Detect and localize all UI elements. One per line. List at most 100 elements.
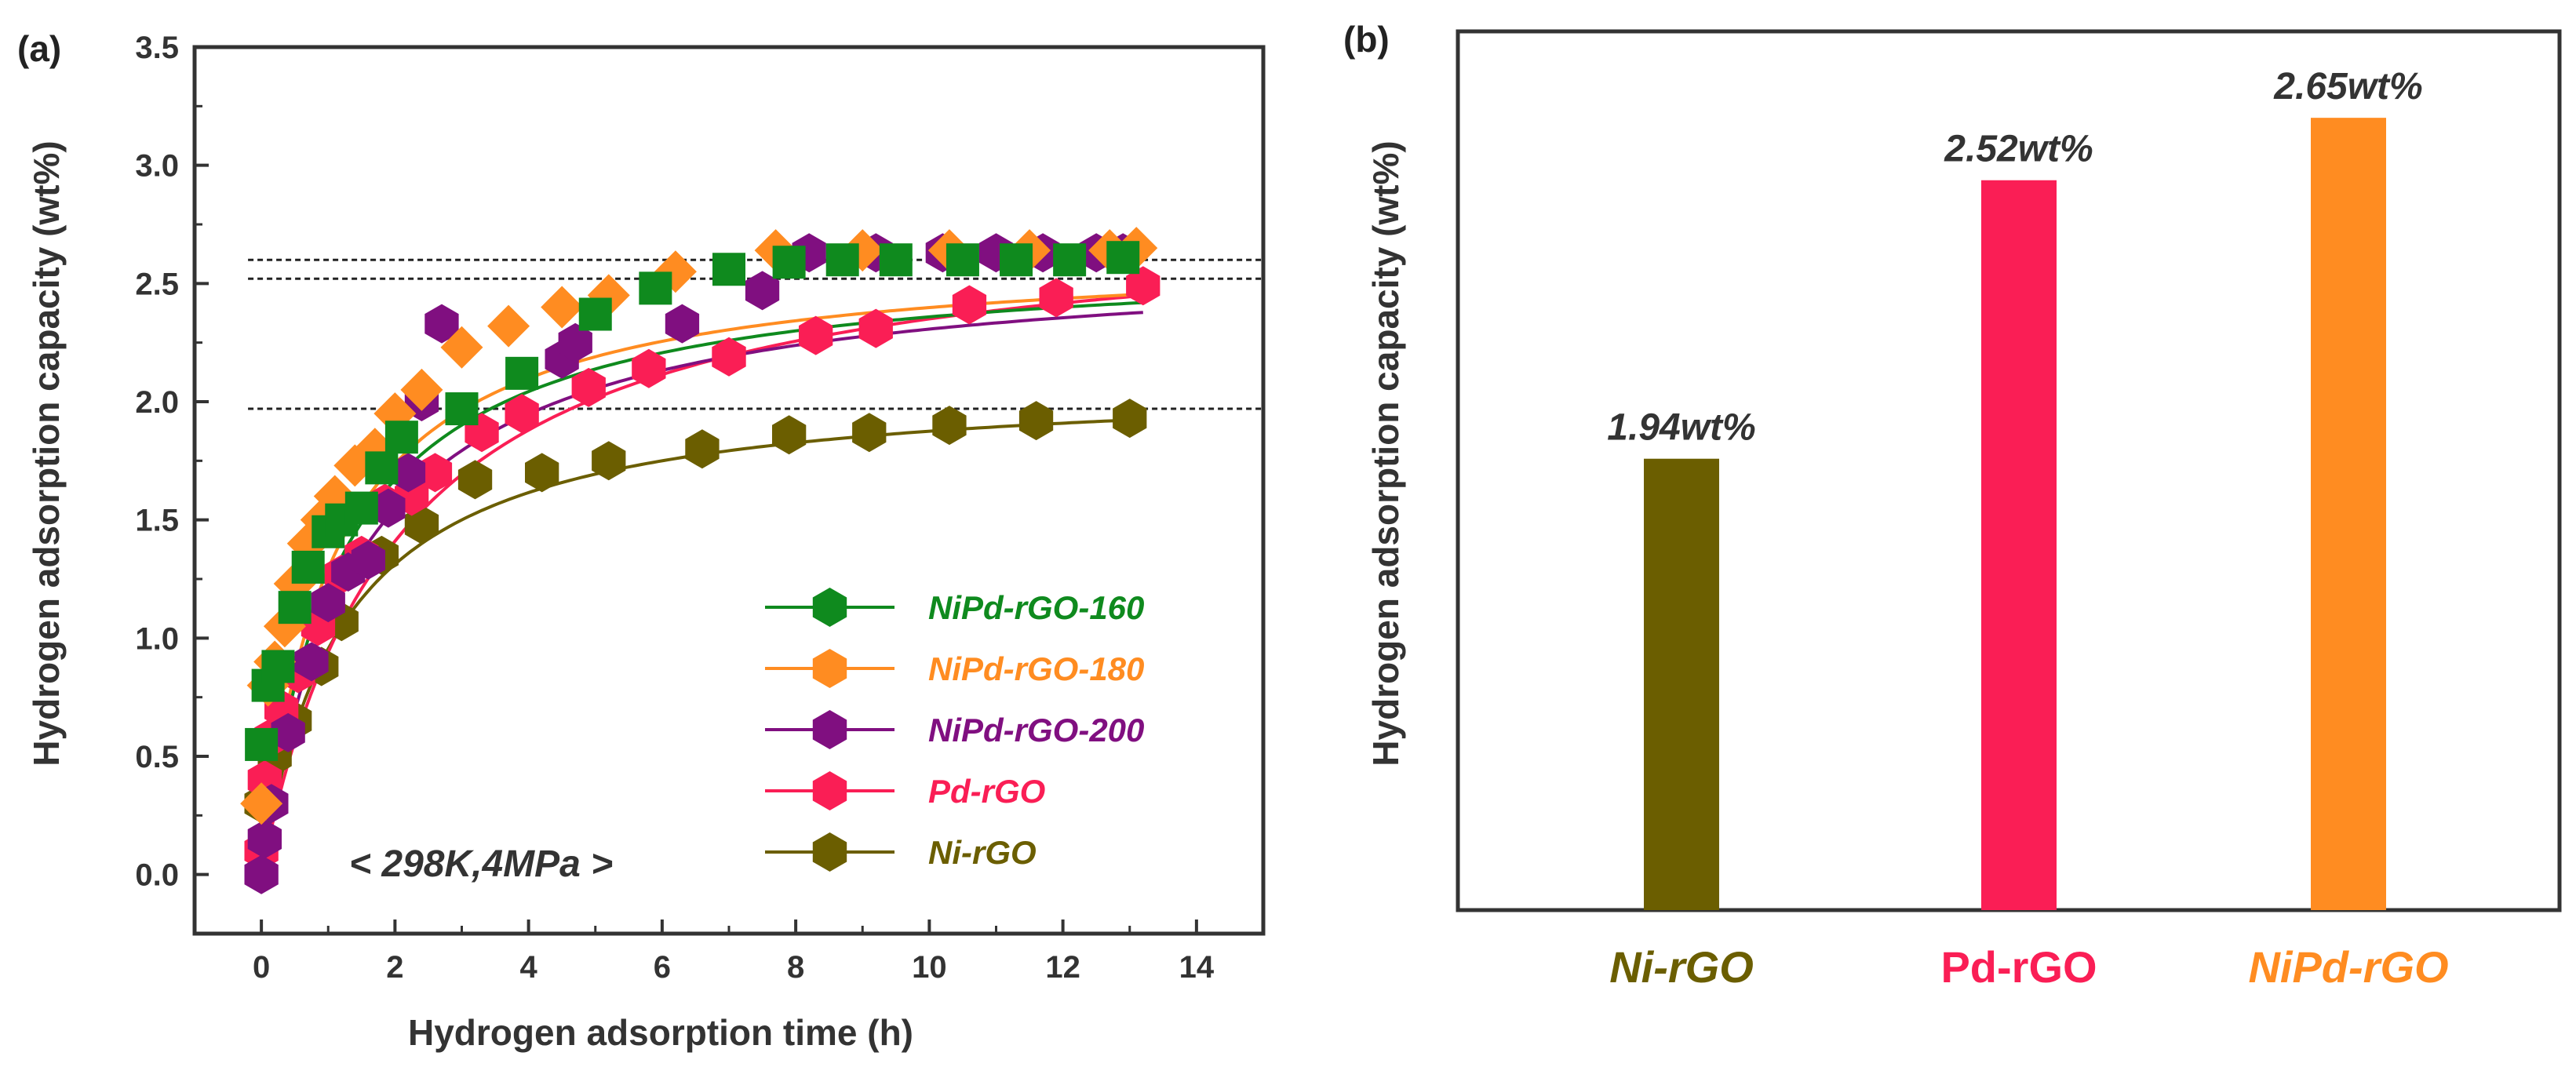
data-point-nipd-rgo-200 [244,854,279,894]
data-point-nipd-rgo-160 [1106,241,1140,275]
legend-label: Pd-rGO [928,773,1045,810]
legend-marker [812,832,847,872]
data-point-nipd-rgo-160 [1000,243,1033,277]
data-point-nipd-rgo-180 [440,326,483,369]
data-point-pd-rgo [505,394,539,434]
x-tick-label: 2 [386,950,403,985]
legend-marker [812,588,847,627]
y-tick-label: 2.0 [135,385,179,420]
data-point-nipd-rgo-200 [665,304,700,344]
bars: 1.94wt% Ni-rGO 2.52wt% Pd-rGO 2.65wt% NiPd-rG… [1607,66,2448,992]
bar-pd-rgo [1981,180,2057,910]
category-label: Ni-rGO [1609,942,1754,992]
data-point-ni-rgo [592,441,626,481]
y-tick-label: 0.0 [135,858,179,893]
data-point-ni-rgo [852,413,887,453]
bar-y-axis-title: Hydrogen adsorption capacity (wt%) [1365,140,1406,766]
y-axis-title: Hydrogen adsorption capacity (wt%) [26,140,67,766]
data-point-pd-rgo [571,367,606,407]
panel-b-label: (b) [1343,19,1390,60]
panel-b-bar-chart: (b) Hydrogen adsorption capacity (wt%) 1… [1343,19,2562,992]
data-point-nipd-rgo-200 [311,583,345,623]
data-point-ni-rgo [457,460,493,500]
data-point-nipd-rgo-160 [261,650,295,683]
data-point-nipd-rgo-200 [424,304,459,344]
data-point-nipd-rgo-200 [247,819,282,859]
legend-marker [812,710,847,749]
data-point-ni-rgo [772,415,807,455]
data-point-pd-rgo [417,453,453,493]
data-point-nipd-rgo-200 [351,540,385,580]
data-point-nipd-rgo-200 [271,712,305,752]
legend-label: NiPd-rGO-200 [928,712,1144,748]
data-point-nipd-rgo-200 [558,322,592,362]
bar-ni-rgo [1644,458,1719,910]
data-point-pd-rgo [632,348,666,388]
y-tick-label: 3.0 [135,149,179,184]
data-point-nipd-rgo-160 [879,243,913,277]
y-tick-label: 3.5 [135,31,179,65]
data-point-nipd-rgo-160 [291,550,325,584]
data-point-pd-rgo [952,285,987,325]
data-point-pd-rgo [712,337,746,377]
y-tick-label: 0.5 [135,740,179,774]
data-point-nipd-rgo-160 [278,591,312,625]
data-point-nipd-rgo-160 [245,727,279,761]
panel-a-label: (a) [17,28,61,69]
data-point-nipd-rgo-160 [344,491,378,525]
panel-a-plot-frame [192,45,1266,936]
data-point-ni-rgo [685,429,720,469]
data-point-ni-rgo [1018,401,1054,441]
x-tick-label: 6 [654,950,671,985]
bar-value-label: 2.52wt% [1944,129,2093,170]
data-point-nipd-rgo-160 [445,392,479,426]
x-tick-label: 8 [787,950,804,985]
category-label: Pd-rGO [1940,942,2097,992]
legend-marker [812,771,847,810]
panel-a-line-chart: (a) 0.0 0.5 1.0 1.5 2.0 2.5 3.0 3.5 0 2 4 6 8 10 12 14… [17,28,1266,1053]
y-axis-ticks: 0.0 0.5 1.0 1.5 2.0 2.5 3.0 3.5 [135,31,209,893]
y-tick-label: 2.5 [135,267,179,301]
data-point-nipd-rgo-180 [240,782,283,825]
data-point-nipd-rgo-200 [391,453,426,493]
x-tick-label: 10 [912,950,947,985]
x-axis-ticks: 0 2 4 6 8 10 12 14 [253,920,1215,985]
x-axis-title: Hydrogen adsorption time (h) [408,1012,913,1053]
data-point-nipd-rgo-200 [371,488,406,528]
bar-value-label: 1.94wt% [1607,407,1755,449]
bar-nipd-rgo [2311,118,2386,910]
data-point-nipd-rgo-160 [578,297,612,331]
data-point-pd-rgo [1126,266,1160,306]
data-point-nipd-rgo-160 [825,243,859,277]
data-point-pd-rgo [1039,278,1073,318]
data-point-ni-rgo [932,406,967,446]
data-point-nipd-rgo-160 [946,243,979,277]
data-point-nipd-rgo-160 [505,356,539,390]
data-point-nipd-rgo-160 [365,451,399,485]
legend-marker [812,649,847,688]
category-label: NiPd-rGO [2248,942,2448,992]
y-tick-label: 1.5 [135,504,179,538]
legend-label: NiPd-rGO-160 [928,589,1144,626]
data-point-nipd-rgo-180 [400,368,443,411]
data-point-nipd-rgo-200 [294,642,329,682]
data-point-pd-rgo [799,315,833,355]
data-point-ni-rgo [525,453,559,493]
data-point-nipd-rgo-160 [384,421,418,454]
x-tick-label: 12 [1045,950,1080,985]
data-point-nipd-rgo-160 [1053,243,1087,277]
bar-value-label: 2.65wt% [2273,66,2422,107]
data-point-pd-rgo [858,308,893,348]
condition-label: < 298K,4MPa > [349,843,613,885]
data-point-ni-rgo [1113,399,1147,439]
data-point-nipd-rgo-180 [487,304,530,348]
data-point-nipd-rgo-160 [639,271,672,305]
y-tick-label: 1.0 [135,621,179,656]
data-point-nipd-rgo-180 [541,286,584,329]
data-points [240,227,1160,894]
x-tick-label: 14 [1179,950,1215,985]
x-tick-label: 4 [520,950,538,985]
data-point-nipd-rgo-160 [712,253,745,286]
data-point-nipd-rgo-200 [745,271,780,311]
